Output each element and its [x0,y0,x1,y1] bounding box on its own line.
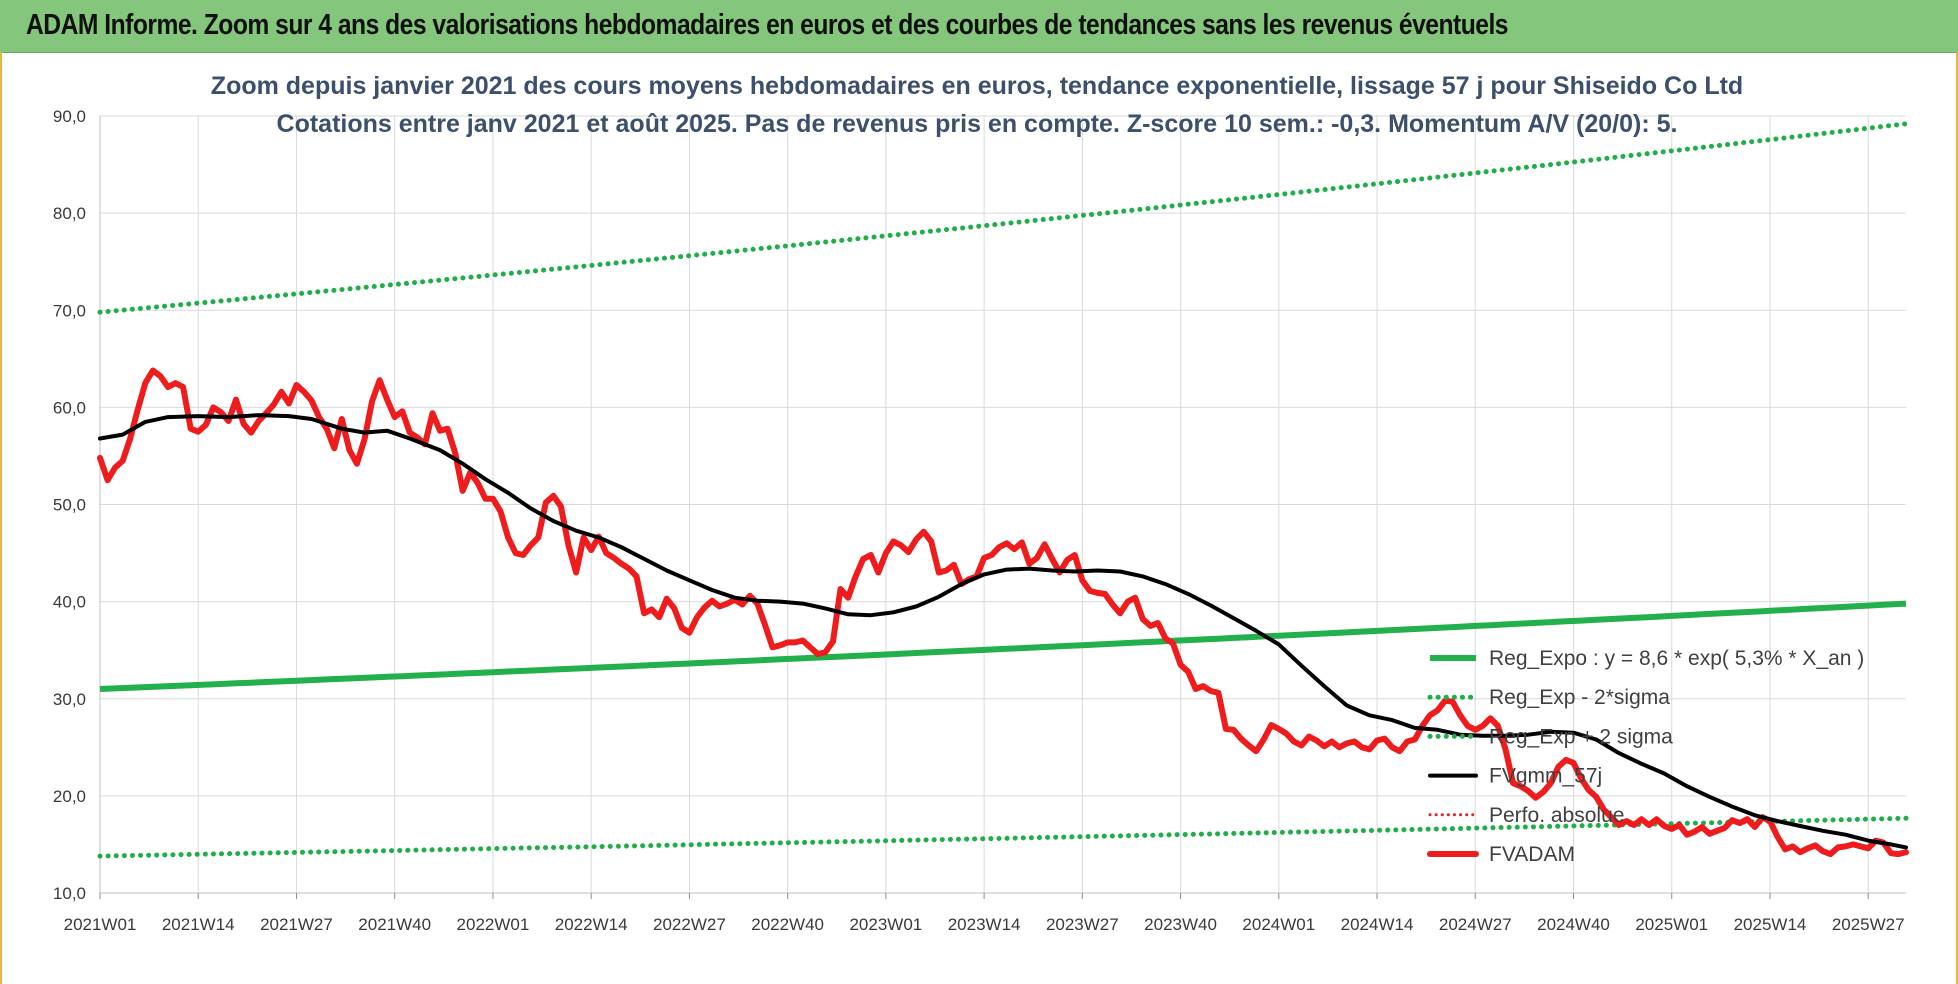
x-tick-label: 2024W27 [1439,915,1512,934]
y-tick-label: 50,0 [53,496,86,515]
x-tick-label: 2023W01 [849,915,922,934]
x-tick-label: 2021W01 [64,915,137,934]
legend-label: FVADAM [1489,843,1575,866]
series-line-reg-exp [97,121,1909,315]
series-line-fvgmm-57j [98,413,1908,850]
chart-frame: Zoom depuis janvier 2021 des cours moyen… [0,52,1958,984]
y-tick-label: 60,0 [53,398,86,417]
x-tick-label: 2024W40 [1537,915,1610,934]
x-tick-label: 2023W40 [1144,915,1217,934]
x-tick-label: 2025W14 [1734,915,1807,934]
x-axis: 2021W01 2021W14 2021W27 2021W40 2022W01 2022W… [64,915,1905,934]
x-tick-label: 2024W14 [1341,915,1414,934]
series-line-reg-exp [97,815,1909,859]
y-tick-label: 80,0 [53,204,86,223]
series-line-reg-expo [99,600,1907,692]
y-axis: 10,0 20,0 30,0 40,0 50,0 60,0 70,0 80,0 90,0 [53,107,86,903]
series [97,121,1909,859]
x-tick-label: 2022W27 [653,915,726,934]
y-tick-label: 30,0 [53,690,86,709]
x-tick-label: 2021W27 [260,915,333,934]
x-tick-label: 2025W27 [1832,915,1905,934]
x-tick-label: 2021W14 [162,915,235,934]
x-tick-label: 2022W14 [555,915,628,934]
x-tick-label: 2024W01 [1242,915,1315,934]
header-bar: ADAM Informe. Zoom sur 4 ans des valoris… [0,0,1958,53]
legend-label: FVgmm_57j [1489,765,1602,788]
grid [99,115,1906,899]
x-tick-label: 2021W40 [358,915,431,934]
trend-chart: Zoom depuis janvier 2021 des cours moyen… [53,72,1909,934]
chart-title-line-1: Zoom depuis janvier 2021 des cours moyen… [211,72,1743,100]
legend-label: Reg_Exp - 2*sigma [1489,686,1670,709]
y-tick-label: 40,0 [53,593,86,612]
y-tick-label: 70,0 [53,301,86,320]
page-title: ADAM Informe. Zoom sur 4 ans des valoris… [26,9,1509,41]
legend-label: Reg_Exp + 2 sigma [1489,725,1673,748]
x-tick-label: 2022W40 [751,915,824,934]
x-tick-label: 2025W01 [1635,915,1708,934]
chart-title-line-2: Cotations entre janv 2021 et août 2025. … [277,110,1678,138]
y-tick-label: 90,0 [53,107,86,126]
y-tick-label: 20,0 [53,787,86,806]
x-tick-label: 2022W01 [457,915,530,934]
x-tick-label: 2023W14 [948,915,1021,934]
y-tick-label: 10,0 [53,884,86,903]
legend: Reg_Expo : y = 8,6 * exp( 5,3% * X_an ) R… [1427,647,1864,866]
series-line-fvadam [97,367,1909,858]
legend-label: Reg_Expo : y = 8,6 * exp( 5,3% * X_an ) [1489,647,1864,670]
legend-label: Perfo. absolue [1489,804,1624,827]
x-tick-label: 2023W27 [1046,915,1119,934]
